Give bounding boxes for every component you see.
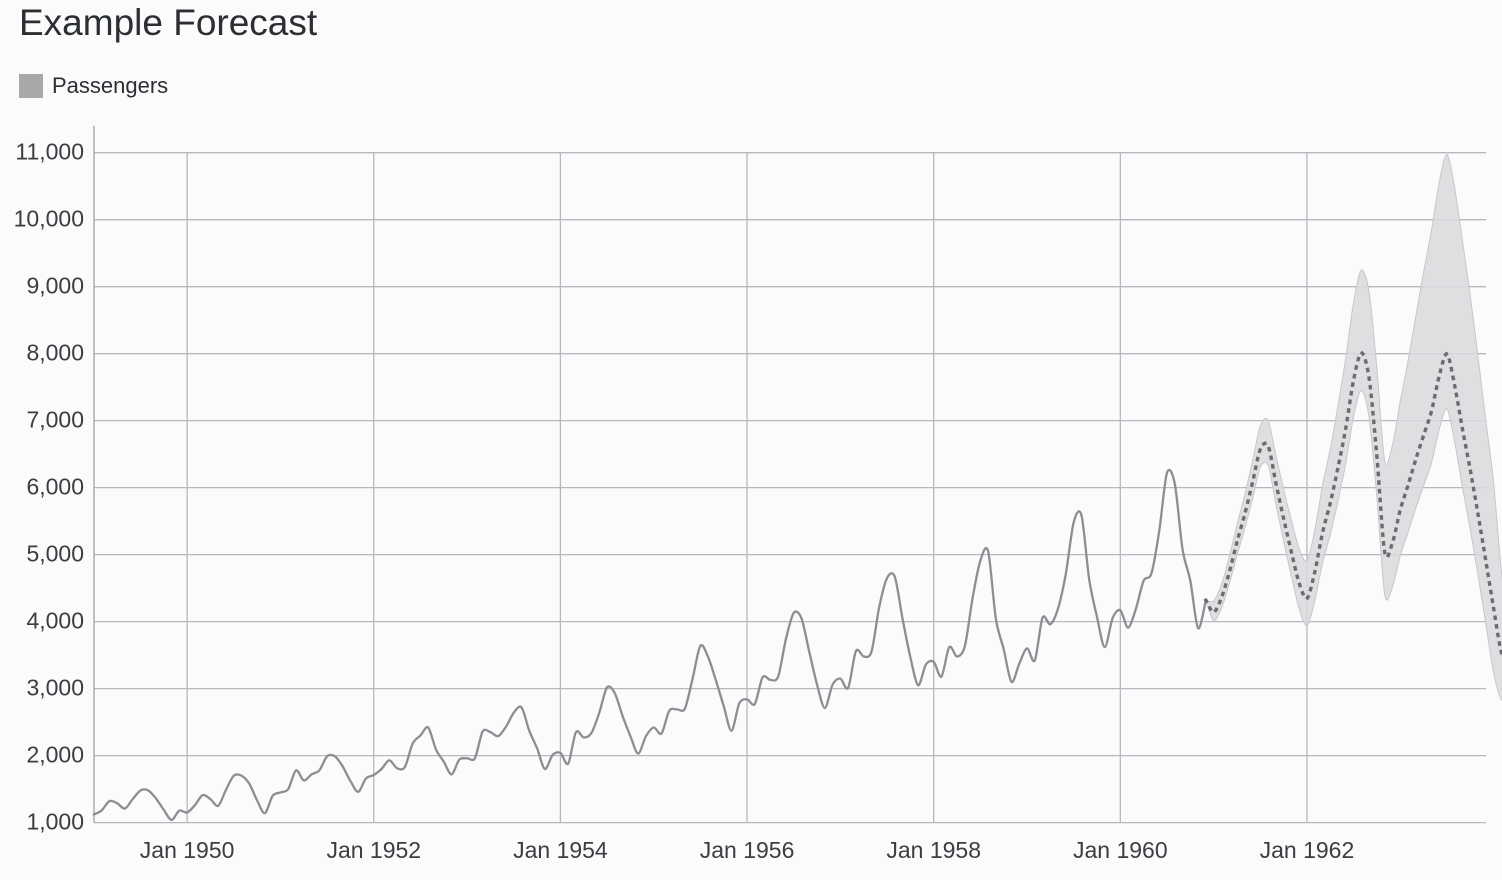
svg-text:11,000: 11,000 — [15, 139, 84, 165]
svg-text:3,000: 3,000 — [26, 675, 84, 701]
svg-text:8,000: 8,000 — [26, 340, 84, 366]
svg-text:Jan 1952: Jan 1952 — [326, 837, 421, 863]
svg-text:Jan 1956: Jan 1956 — [700, 837, 795, 863]
svg-text:Jan 1958: Jan 1958 — [886, 837, 981, 863]
svg-text:4,000: 4,000 — [26, 608, 84, 634]
svg-text:Jan 1950: Jan 1950 — [140, 837, 235, 863]
svg-text:9,000: 9,000 — [26, 273, 84, 299]
svg-text:10,000: 10,000 — [14, 206, 84, 232]
svg-text:Jan 1954: Jan 1954 — [513, 837, 608, 863]
svg-text:Jan 1962: Jan 1962 — [1260, 837, 1355, 863]
svg-text:5,000: 5,000 — [26, 541, 84, 567]
svg-text:1,000: 1,000 — [26, 809, 84, 835]
svg-text:7,000: 7,000 — [26, 407, 84, 433]
svg-text:2,000: 2,000 — [26, 742, 84, 768]
svg-text:6,000: 6,000 — [26, 474, 84, 500]
svg-text:Jan 1960: Jan 1960 — [1073, 837, 1168, 863]
